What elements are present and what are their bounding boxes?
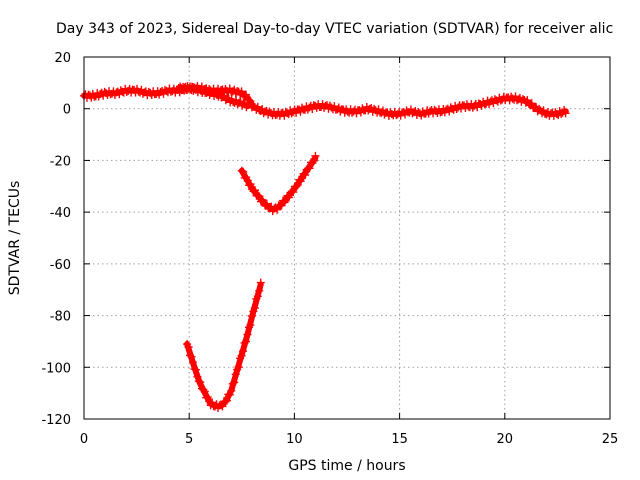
data-point <box>218 402 227 411</box>
x-tick-label: 25 <box>602 432 619 447</box>
data-point <box>196 378 205 387</box>
data-point <box>203 393 212 402</box>
data-point <box>231 370 240 379</box>
chart-title: Day 343 of 2023, Sidereal Day-to-day VTE… <box>56 21 613 37</box>
data-point <box>187 352 196 361</box>
data-point <box>284 193 293 202</box>
data-point <box>246 180 255 189</box>
y-tick-label: -120 <box>41 413 71 428</box>
data-point <box>188 358 197 367</box>
data-point <box>184 343 193 352</box>
data-point <box>227 386 236 395</box>
data-point <box>287 187 296 196</box>
data-point <box>249 187 258 196</box>
data-point <box>523 96 532 105</box>
data-point <box>244 95 253 104</box>
data-point <box>535 104 544 113</box>
data-point <box>193 372 202 381</box>
y-tick-label: -40 <box>50 206 71 221</box>
y-tick-label: 20 <box>54 51 71 66</box>
x-tick-label: 10 <box>286 432 303 447</box>
data-point <box>228 379 237 388</box>
data-point <box>296 177 305 186</box>
data-point <box>239 98 248 107</box>
data-point <box>292 182 301 191</box>
x-tick-label: 15 <box>391 432 408 447</box>
data-point <box>299 169 308 178</box>
data-series <box>80 82 570 412</box>
data-point <box>199 385 208 394</box>
y-axis-label: SDTVAR / TECUs <box>7 181 23 296</box>
data-point <box>222 396 231 405</box>
data-point <box>239 167 248 176</box>
x-axis-label: GPS time / hours <box>288 458 405 474</box>
axis-ticks <box>83 56 611 420</box>
data-point <box>305 164 314 173</box>
data-point <box>247 311 256 320</box>
data-point <box>527 99 536 108</box>
data-point <box>242 337 251 346</box>
data-point <box>243 330 252 339</box>
data-point <box>245 181 254 190</box>
data-point <box>240 338 249 347</box>
data-point <box>237 351 246 360</box>
data-point <box>225 390 234 399</box>
data-point <box>253 102 262 111</box>
data-point <box>539 106 548 115</box>
plot-frame <box>83 56 611 420</box>
data-point <box>191 365 200 374</box>
data-point <box>311 151 320 160</box>
data-point <box>194 377 203 386</box>
series-1 <box>80 82 570 120</box>
series-2 <box>237 151 320 216</box>
x-tick-label: 20 <box>497 432 514 447</box>
data-point <box>239 347 248 356</box>
data-point <box>237 166 246 175</box>
y-tick-label: -60 <box>50 258 71 273</box>
data-point <box>246 321 255 330</box>
data-point <box>251 186 260 195</box>
data-point <box>186 351 195 360</box>
data-point <box>561 109 570 118</box>
data-point <box>230 378 239 387</box>
series-3 <box>183 278 265 412</box>
y-tick-label: -100 <box>41 361 71 376</box>
data-point <box>221 397 230 406</box>
y-tick-label: 0 <box>63 103 71 118</box>
data-point <box>301 171 310 180</box>
x-tick-label: 5 <box>185 432 193 447</box>
series-4 <box>174 82 252 112</box>
data-point <box>243 100 252 109</box>
data-point <box>256 278 265 287</box>
data-point <box>289 188 298 197</box>
data-point <box>223 93 232 102</box>
data-point <box>309 156 318 165</box>
data-point <box>262 199 271 208</box>
data-point <box>253 292 262 301</box>
y-tick-label: -20 <box>50 154 71 169</box>
data-point <box>254 191 263 200</box>
x-tick-label: 0 <box>80 432 88 447</box>
data-point <box>234 363 243 372</box>
data-point <box>250 304 259 313</box>
series-line <box>184 281 264 410</box>
data-point <box>255 286 264 295</box>
data-point <box>242 90 251 99</box>
data-point <box>200 387 209 396</box>
y-tick-label: -80 <box>50 310 71 325</box>
data-point <box>208 398 217 407</box>
